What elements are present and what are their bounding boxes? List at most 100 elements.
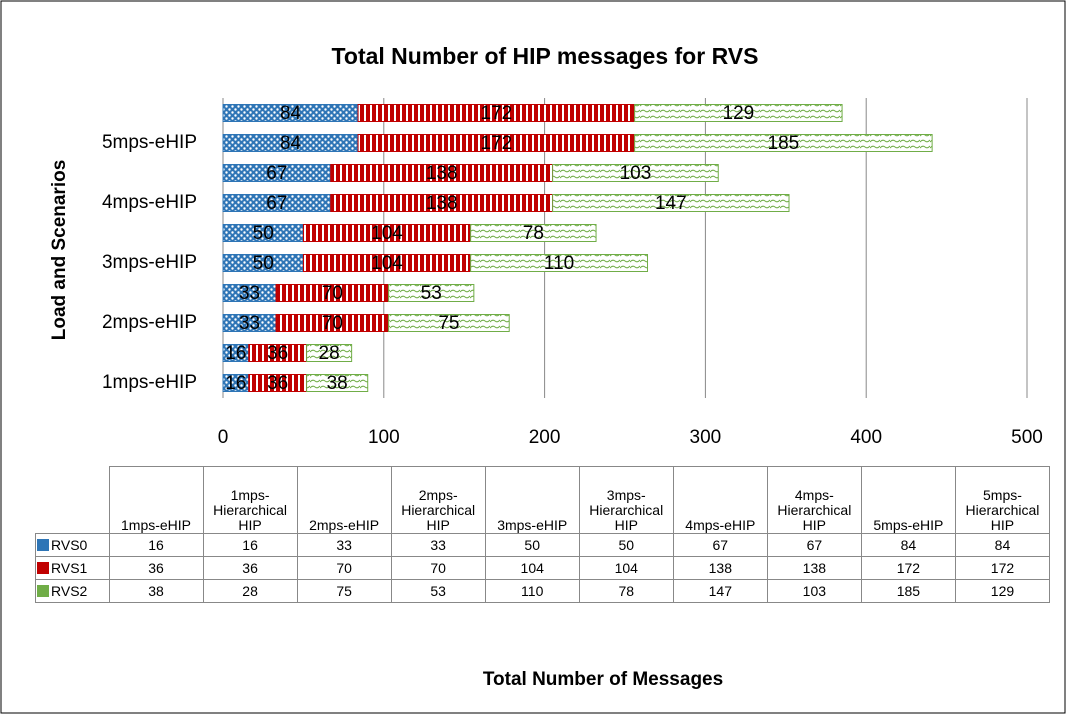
table-cell: 38: [108, 579, 204, 603]
table-cell: 50: [484, 533, 580, 557]
y-tick-label: 5mps-eHIP: [102, 132, 197, 153]
data-label: 104: [371, 223, 403, 244]
table-header: 4mps-eHIP: [672, 466, 768, 534]
data-label: 50: [253, 253, 274, 274]
bar-segment: [306, 374, 369, 392]
table-cell: 67: [672, 533, 768, 557]
table-header: 1mps-Hierarchical HIP: [202, 466, 298, 534]
table-cell: 53: [390, 579, 486, 603]
data-label: 172: [481, 103, 513, 124]
data-label: 70: [322, 283, 343, 304]
table-cell: 110: [484, 579, 580, 603]
legend-key: [37, 584, 49, 597]
data-label: 70: [322, 313, 343, 334]
y-axis-title: Load and Scenarios: [49, 160, 70, 341]
table-cell: 33: [296, 533, 392, 557]
data-label: 129: [723, 103, 755, 124]
table-cell: 78: [578, 579, 674, 603]
table-cell: 129: [954, 579, 1051, 603]
table-cell: 75: [296, 579, 392, 603]
table-cell: 138: [766, 556, 862, 580]
table-cell: 104: [484, 556, 580, 580]
x-tick-label: 200: [529, 427, 561, 448]
table-cell: 147: [672, 579, 768, 603]
table-cell: 67: [766, 533, 862, 557]
table-cell: 50: [578, 533, 674, 557]
table-header: 1mps-eHIP: [108, 466, 204, 534]
table-cell: 172: [860, 556, 956, 580]
table-header: 2mps-Hierarchical HIP: [390, 466, 486, 534]
table-cell: 36: [108, 556, 204, 580]
table-header: 5mps-Hierarchical HIP: [954, 466, 1051, 534]
y-tick-label: 1mps-eHIP: [102, 372, 197, 393]
table-row: RVS0 16 16 33 33 50 50 67 67 84 84: [35, 533, 1051, 557]
table-corner: [35, 466, 110, 534]
y-tick-label: 4mps-eHIP: [102, 192, 197, 213]
data-label: 78: [523, 223, 544, 244]
data-label: 16: [225, 343, 246, 364]
table-cell: 70: [296, 556, 392, 580]
table-header: 2mps-eHIP: [296, 466, 392, 534]
table-cell: 16: [202, 533, 298, 557]
bar-segment: [306, 344, 353, 362]
data-label: 103: [620, 163, 652, 184]
data-label: 33: [239, 283, 260, 304]
data-label: 147: [655, 193, 687, 214]
x-tick-label: 300: [690, 427, 722, 448]
data-label: 185: [768, 133, 800, 154]
data-label: 67: [266, 193, 287, 214]
legend-label: RVS0: [51, 536, 88, 553]
y-tick-label: 3mps-eHIP: [102, 252, 197, 273]
data-label: 104: [371, 253, 403, 274]
x-tick-label: 0: [218, 427, 229, 448]
table-cell: 36: [202, 556, 298, 580]
data-label: 50: [253, 223, 274, 244]
x-tick-label: 100: [368, 427, 400, 448]
table-cell: 84: [860, 533, 956, 557]
data-label: 84: [280, 133, 302, 154]
data-label: 36: [267, 343, 288, 364]
table-cell: 138: [672, 556, 768, 580]
bar-segment: [388, 284, 475, 302]
table-cell: 16: [108, 533, 204, 557]
table-series-cell: RVS1: [35, 556, 110, 580]
chart-title: Total Number of HIP messages for RVS: [332, 43, 759, 69]
table-header: 5mps-eHIP: [860, 466, 956, 534]
legend-key: [37, 538, 49, 551]
table-header-row: 1mps-eHIP 1mps-Hierarchical HIP 2mps-eHIP 2…: [35, 466, 1051, 534]
table-cell: 33: [390, 533, 486, 557]
table-cell: 84: [954, 533, 1051, 557]
data-label: 138: [426, 193, 458, 214]
data-table: 1mps-eHIP 1mps-Hierarchical HIP 2mps-eHIP 2…: [35, 466, 1051, 603]
table-cell: 185: [860, 579, 956, 603]
table-header: 4mps-Hierarchical HIP: [766, 466, 862, 534]
table-row: RVS2 38 28 75 53 110 78 147 103 185 129: [35, 579, 1051, 603]
table-cell: 172: [954, 556, 1051, 580]
x-axis-title: Total Number of Messages: [483, 669, 723, 690]
table-row: RVS1 36 36 70 70 104 104 138 138 172 172: [35, 556, 1051, 580]
table-cell: 70: [390, 556, 486, 580]
legend-label: RVS2: [51, 582, 88, 599]
data-label: 28: [319, 343, 340, 364]
data-label: 138: [426, 163, 458, 184]
table-cell: 104: [578, 556, 674, 580]
data-label: 110: [544, 253, 574, 274]
data-label: 16: [225, 373, 246, 394]
table-cell: 28: [202, 579, 298, 603]
bar-segment: [552, 164, 719, 182]
table-header: 3mps-eHIP: [484, 466, 580, 534]
data-label: 36: [267, 373, 288, 394]
table-cell: 103: [766, 579, 862, 603]
table-series-cell: RVS2: [35, 579, 110, 603]
bar-segment: [470, 254, 649, 272]
bar-segment: [552, 194, 790, 212]
data-label: 53: [421, 283, 442, 304]
data-label: 172: [481, 133, 513, 154]
legend-label: RVS1: [51, 559, 88, 576]
bar-segment: [634, 134, 933, 152]
data-label: 33: [239, 313, 260, 334]
data-label: 38: [327, 373, 348, 394]
